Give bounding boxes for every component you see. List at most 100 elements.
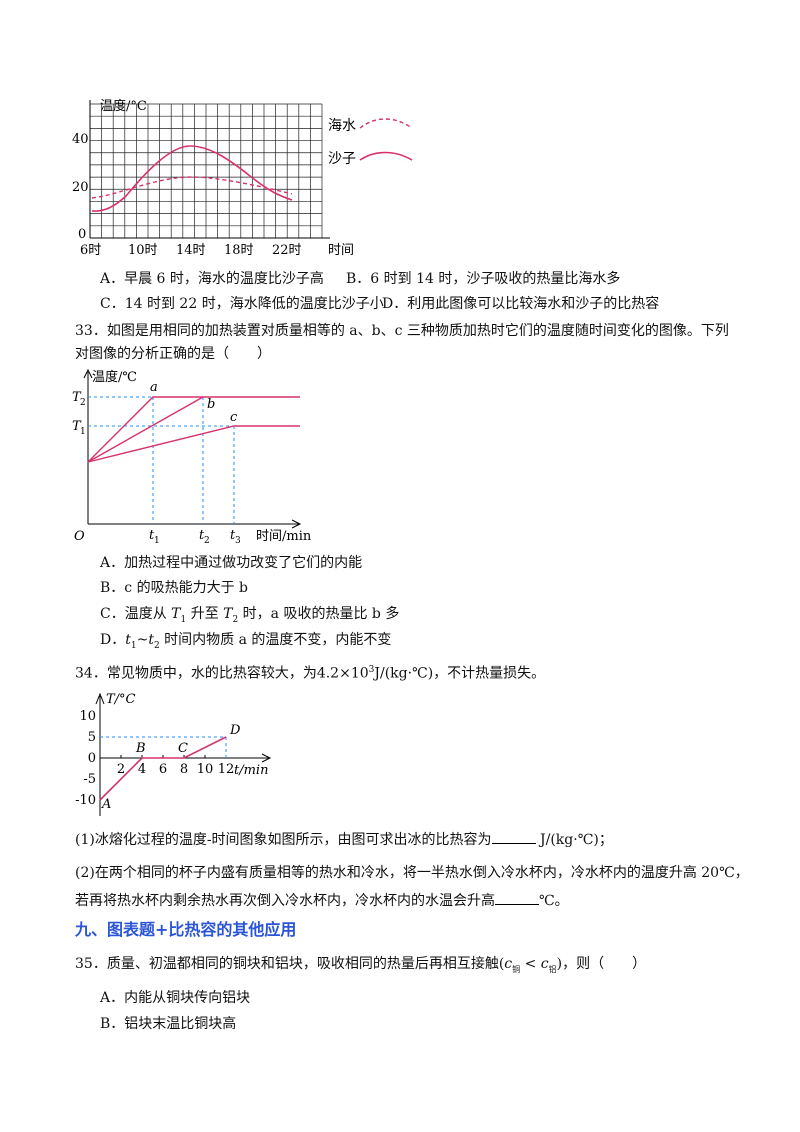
q35-c1: c (504, 956, 513, 972)
q34-sub1: (1)冰熔化过程的温度-时间图象如图所示，由图可求出冰的比热容为 J/(kg·℃… (75, 829, 613, 850)
q34-stem-val: 4.2×10 (316, 665, 369, 682)
legend-sea-swatch (359, 118, 413, 129)
graph2-y-arrow-icon (83, 368, 93, 379)
q33-c-mid: 升至 (186, 606, 224, 622)
graph3-ytick: -10 (75, 793, 96, 808)
time2-label: t (199, 528, 205, 543)
q32-option-a: A．早晨 6 时，海水的温度比沙子高 (100, 271, 324, 287)
time1-label: t (149, 528, 155, 543)
graph1-ytick-20: 20 (72, 180, 89, 195)
graph1-xtick-10: 10时 (128, 243, 158, 258)
legend-sea-label: 海水 (328, 118, 356, 134)
curve-b (87, 396, 204, 463)
t1-label: T (72, 419, 82, 434)
graph3-ytick: 5 (88, 730, 96, 745)
time3-label: t (230, 528, 236, 543)
q32-option-d: D．利用此图像可以比较海水和沙子的比热容 (382, 296, 660, 312)
graph3-xlabel: t/min (234, 763, 268, 778)
graph3-x-arrow-icon (261, 753, 272, 763)
q33-stem-line2: 对图像的分析正确的是（ ） (75, 346, 271, 362)
graph3-point-label: A (101, 797, 111, 812)
label-c: c (230, 410, 238, 425)
q34-stem-post: ，不计热量损失。 (433, 665, 546, 682)
q35-stem-text: 35．质量、初温都相同的铜块和铝块，吸收相同的热量后再相互接触 (75, 956, 499, 972)
sea-sand-temperature-graph: 温度/°C 40 20 0 6时 10时 14时 18时 22时 时间 海水 沙… (72, 98, 413, 258)
graph2-x-arrow-icon (291, 519, 302, 529)
graph3-marks: A B C D (99, 723, 241, 812)
q34-stem-exp: 3 (368, 665, 375, 675)
time3-label-sub: 3 (235, 536, 241, 546)
graph3-xtick: 8 (180, 762, 188, 777)
graph3-point-label: B (135, 741, 146, 756)
graph2-ylabel: 温度/℃ (92, 369, 137, 385)
graph3-ylabel: T/°C (106, 692, 136, 707)
ice-melting-graph: T/°C t/min 10 5 0 -5 -10 2 4 6 8 10 12 A B C D (75, 692, 272, 816)
q33-stem-line1: 33．如图是用相同的加热装置对质量相等的 a、b、c 三种物质加热时它们的温度随… (75, 323, 729, 339)
legend-sand-label: 沙子 (328, 151, 356, 167)
label-b: b (207, 397, 215, 412)
t1-label-sub: 1 (80, 427, 86, 437)
q34-sub2-line2: 若再将热水杯内剩余热水再次倒入冷水杯内，冷水杯内的水温会升高 ℃。 (75, 890, 569, 911)
q33-d-t1-sub: 1 (130, 640, 137, 651)
q34-sub1-unit: J/(kg·℃)； (540, 832, 613, 848)
time1-label-sub: 1 (154, 536, 160, 546)
graph3-xtick: 10 (197, 762, 214, 777)
section-9-heading: 九、图表题+比热容的其他应用 (75, 920, 297, 939)
sand-curve (91, 145, 293, 212)
graph1-xtick-6: 6时 (80, 243, 101, 258)
graph3-series-line (99, 736, 227, 801)
q33-option-a: A．加热过程中通过做功改变了它们的内能 (100, 555, 363, 571)
graph3-xtick: 4 (138, 762, 146, 777)
graph1-grid (89, 103, 323, 239)
q33-c-post: 时，a 吸收的热量比 b 多 (238, 606, 400, 622)
legend-sand-swatch (359, 151, 413, 161)
q33-option-c: C．温度从 T1 升至 T2 时，a 吸收的热量比 b 多 (100, 604, 399, 630)
graph1-ytick-40: 40 (72, 132, 89, 147)
t2-label-sub: 2 (80, 398, 86, 408)
q34-sub2-line1: (2)在两个相同的杯子内盛有质量相等的热水和冷水，将一半热水倒入冷水杯内，冷水杯… (75, 865, 749, 881)
q33-c-t2-sub: 2 (232, 614, 239, 625)
graph3-ytick: 10 (79, 709, 96, 724)
q33-d-t1: t (125, 632, 131, 648)
q35-stem-post: ，则（ ） (562, 956, 647, 972)
graph3-xtick: 6 (159, 762, 167, 777)
q34-sub1-blank[interactable] (491, 829, 536, 844)
q34-sub2-pre: 若再将热水杯内剩余热水再次倒入冷水杯内，冷水杯内的水温会升高 (75, 893, 495, 909)
q33-d-t2: t (148, 632, 154, 648)
graph1-xtick-18: 18时 (224, 243, 254, 258)
q33-c-pre: C．温度从 (100, 606, 172, 622)
q35-stem: 35．质量、初温都相同的铜块和铝块，吸收相同的热量后再相互接触(c铜 < c铝)… (75, 956, 647, 974)
graph1-xtick-22: 22时 (272, 243, 302, 258)
q35-c2: c (540, 956, 549, 972)
q34-stem: 34．常见物质中，水的比热容较大，为4.2×103J/(kg·℃)，不计热量损失… (75, 660, 545, 684)
graph3-ytick: -5 (83, 772, 96, 787)
q34-sub1-pre: (1)冰熔化过程的温度-时间图象如图所示，由图可求出冰的比热容为 (75, 832, 492, 848)
q35-c2-sub: 铝 (548, 964, 557, 974)
q33-d-tilde: ~ (136, 632, 149, 648)
time2-label-sub: 2 (204, 536, 210, 546)
graph2-xlabel: 时间/min (256, 529, 312, 544)
q35-option-b: B．铝块末温比铜块高 (100, 1016, 237, 1032)
q32-option-c: C．14 时到 22 时，海水降低的温度比沙子小 (100, 296, 384, 312)
curve-c (87, 425, 300, 463)
graph3-y-arrow-icon (95, 692, 105, 705)
graph2-origin: O (74, 529, 85, 544)
abc-heating-graph: 温度/℃ 时间/min O a b c T 2 T 1 t 1 t 2 t 3 (72, 368, 312, 546)
graph3-ytick: 0 (88, 751, 96, 766)
q33-c-t1-sub: 1 (180, 614, 187, 625)
q33-c-t2: T (223, 606, 233, 622)
q34-sub2-blank[interactable] (495, 890, 539, 905)
q34-stem-pre: 34．常见物质中，水的比热容较大，为 (75, 665, 317, 682)
q33-d-post: 时间内物质 a 的温度不变，内能不变 (159, 632, 392, 648)
q34-sub2-post: ℃。 (539, 893, 569, 909)
graph3-xtick: 12 (218, 762, 235, 777)
q35-option-a: A．内能从铜块传向铝块 (100, 990, 251, 1006)
curve-a (87, 396, 300, 463)
q35-c1-sub: 铜 (512, 964, 521, 974)
q33-d-pre: D． (100, 632, 126, 648)
t2-label: T (72, 390, 82, 405)
graph3-point-label: C (178, 741, 188, 756)
graph1-ylabel: 温度/°C (100, 98, 147, 114)
q33-c-t1: T (171, 606, 181, 622)
q33-option-d: D．t1~t2 时间内物质 a 的温度不变，内能不变 (100, 630, 391, 656)
